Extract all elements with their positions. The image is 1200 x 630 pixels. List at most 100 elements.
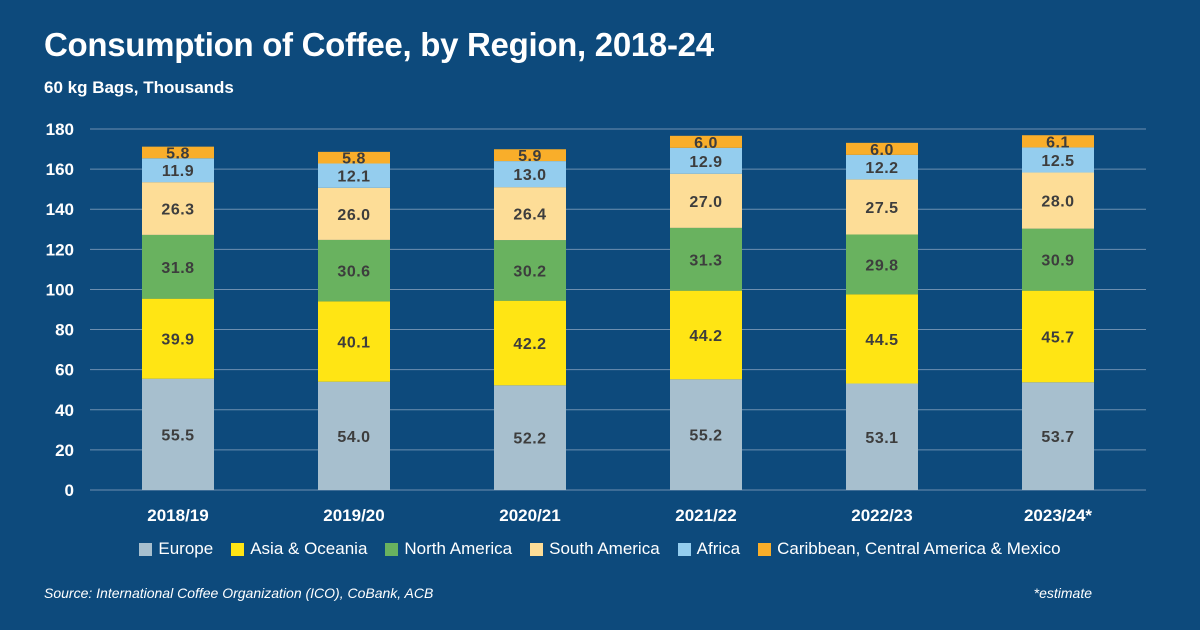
legend-swatch: [530, 542, 544, 556]
data-label: 31.3: [689, 252, 722, 269]
legend-item: South America: [530, 539, 660, 559]
legend-item: Europe: [139, 539, 213, 559]
data-label: 28.0: [1041, 194, 1074, 211]
legend-swatch: [677, 542, 691, 556]
bar-segment: [670, 135, 742, 148]
y-axis: 0 20 40 60 80 100 120 140 160 180: [46, 120, 74, 500]
data-label: 5.9: [518, 148, 542, 165]
y-tick-label: 0: [65, 481, 74, 500]
data-label: 5.8: [166, 145, 190, 162]
chart-title: Consumption of Coffee, by Region, 2018-2…: [44, 26, 714, 63]
bar-segment: [670, 227, 742, 291]
bar-segment: [142, 182, 214, 235]
bar-segment: [846, 234, 918, 295]
y-tick-label: 60: [55, 361, 74, 380]
y-tick-label: 80: [55, 321, 74, 340]
y-tick-label: 180: [46, 120, 74, 139]
x-tick-label: 2023/24*: [1024, 506, 1092, 525]
bar-segment: [494, 240, 566, 301]
legend-item: Africa: [677, 539, 741, 559]
bar-segment: [494, 161, 566, 188]
bar-segment: [318, 163, 390, 188]
legend-swatch: [758, 542, 772, 556]
x-tick-label: 2021/22: [675, 506, 736, 525]
legend-label: Africa: [696, 539, 741, 558]
data-label: 26.0: [337, 207, 370, 224]
legend-label: Asia & Oceania: [250, 539, 368, 558]
data-label: 6.0: [870, 142, 894, 159]
legend-label: Caribbean, Central America & Mexico: [777, 539, 1061, 558]
data-label: 53.1: [865, 430, 898, 447]
legend-label: North America: [404, 539, 513, 558]
data-label: 11.9: [162, 163, 194, 180]
bar-segment: [846, 154, 918, 180]
data-label: 12.2: [865, 160, 898, 177]
y-tick-label: 40: [55, 401, 74, 420]
bar-segment: [318, 187, 390, 240]
bar-segment: [1022, 147, 1094, 173]
bar-segment: [494, 187, 566, 241]
y-tick-label: 20: [55, 441, 74, 460]
data-label: 30.9: [1041, 253, 1074, 270]
data-label: 40.1: [337, 334, 370, 351]
x-tick-label: 2022/23: [851, 506, 912, 525]
y-tick-label: 100: [46, 280, 74, 299]
bar-segment: [670, 379, 742, 490]
x-tick-label: 2019/20: [323, 506, 384, 525]
legend-item: North America: [385, 539, 512, 559]
bar-segment: [1022, 172, 1094, 229]
legend-item: Asia & Oceania: [231, 539, 367, 559]
x-axis: 2018/19 2019/20 2020/21 2021/22 2022/23 2023/…: [147, 506, 1092, 525]
legend: Europe Asia & Oceania North America South A…: [0, 539, 1200, 559]
bar-segment: [1022, 382, 1094, 490]
x-tick-label: 2020/21: [499, 506, 560, 525]
data-label: 54.0: [337, 429, 370, 446]
legend-swatch: [231, 542, 245, 556]
bar-segment: [846, 383, 918, 490]
data-label: 44.2: [689, 328, 722, 345]
data-label: 42.2: [513, 336, 546, 353]
bar-segment: [318, 381, 390, 490]
bar-segment: [846, 179, 918, 235]
data-label: 29.8: [865, 257, 898, 274]
data-label: 26.3: [161, 202, 194, 219]
data-label: 30.2: [513, 263, 546, 280]
legend-label: South America: [549, 539, 660, 558]
bars: 55.539.931.826.311.95.854.040.130.626.01…: [142, 134, 1094, 490]
data-label: 12.5: [1041, 153, 1074, 170]
bar-segment: [318, 151, 390, 164]
bar-segment: [142, 158, 214, 183]
bar-segment: [1022, 135, 1094, 148]
y-tick-label: 160: [46, 160, 74, 179]
y-tick-label: 140: [46, 200, 74, 219]
data-label: 45.7: [1041, 329, 1074, 346]
y-tick-label: 120: [46, 240, 74, 259]
bar-segment: [142, 146, 214, 159]
data-label: 55.2: [689, 428, 722, 445]
data-label: 44.5: [865, 332, 898, 349]
bar-segment: [1022, 228, 1094, 291]
legend-label: Europe: [158, 539, 214, 558]
bar-segment: [670, 290, 742, 380]
gridlines: [90, 128, 1146, 491]
legend-swatch: [139, 542, 153, 556]
data-label: 6.1: [1046, 134, 1070, 151]
bar-segment: [670, 147, 742, 174]
bar-segment: [494, 385, 566, 490]
source-note: Source: International Coffee Organizatio…: [44, 585, 434, 601]
data-label: 27.5: [865, 200, 898, 217]
data-label: 39.9: [161, 332, 194, 349]
bar-segment: [318, 239, 390, 302]
bar-segment: [1022, 290, 1094, 383]
data-label: 31.8: [161, 260, 194, 277]
data-label: 12.1: [337, 169, 370, 186]
bar-segment: [142, 234, 214, 299]
legend-item: Caribbean, Central America & Mexico: [758, 539, 1061, 559]
bar-segment: [494, 149, 566, 162]
bar-segment: [318, 301, 390, 382]
data-label: 27.0: [689, 194, 722, 211]
bar-segment: [846, 294, 918, 384]
data-label: 30.6: [337, 264, 370, 281]
data-label: 6.0: [694, 135, 718, 152]
